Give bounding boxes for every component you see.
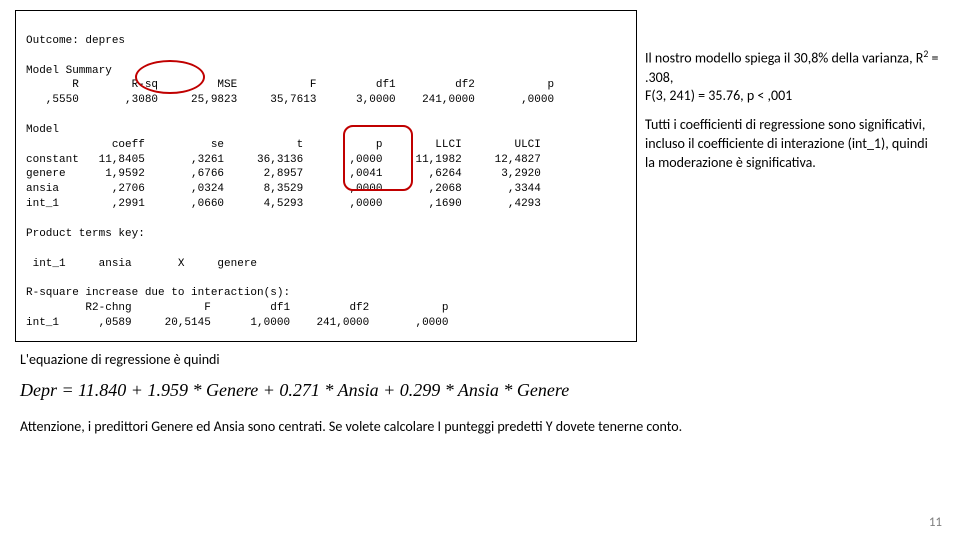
row-ansia: ansia ,2706 ,0324 8,3529 ,0000 ,2068 ,33…	[26, 183, 541, 195]
model-header: Model	[26, 124, 59, 136]
equation-text: Depr = 11.840 + 1.959 * Genere + 0.271 *…	[20, 380, 569, 400]
side-p1a: Il nostro modello spiega il 30,8% della …	[645, 50, 923, 67]
row-genere: genere 1,9592 ,6766 2,8957 ,0041 ,6264 3…	[26, 168, 541, 180]
side-p1c: F(3, 241) = 35.76, p < ,001	[645, 87, 792, 104]
rsq-increase-columns: R2-chng F df1 df2 p	[26, 302, 448, 314]
row-int1: int_1 ,2991 ,0660 4,5293 ,0000 ,1690 ,42…	[26, 198, 541, 210]
bottom-p1: L'equazione di regressione è quindi	[20, 350, 940, 370]
bottom-p2: Attenzione, i predittori Genere ed Ansia…	[20, 417, 940, 437]
side-p1: Il nostro modello spiega il 30,8% della …	[645, 48, 945, 106]
side-p2: Tutti i coefficienti di regressione sono…	[645, 116, 945, 173]
side-p2b: la moderazione è significativa.	[645, 154, 816, 171]
stats-output-box: Outcome: depres Model Summary R R-sq MSE…	[15, 10, 637, 342]
regression-equation: Depr = 11.840 + 1.959 * Genere + 0.271 *…	[20, 378, 940, 403]
model-summary-columns: R R-sq MSE F df1 df2 p	[26, 79, 554, 91]
page-number: 11	[929, 515, 942, 530]
bottom-section: L'equazione di regressione è quindi Depr…	[20, 350, 940, 444]
model-summary-values: ,5550 ,3080 25,9823 35,7613 3,0000 241,0…	[26, 94, 554, 106]
rsq-increase-values: int_1 ,0589 20,5145 1,0000 241,0000 ,000…	[26, 317, 448, 329]
product-terms-line: int_1 ansia X genere	[26, 258, 257, 270]
side-commentary: Il nostro modello spiega il 30,8% della …	[645, 48, 945, 183]
side-p2a: Tutti i coefficienti di regressione sono…	[645, 116, 928, 152]
model-columns: coeff se t p LLCI ULCI	[26, 139, 541, 151]
outcome-line: Outcome: depres	[26, 35, 125, 47]
row-constant: constant 11,8405 ,3261 36,3136 ,0000 11,…	[26, 154, 541, 166]
product-terms-key: Product terms key:	[26, 228, 145, 240]
rsq-increase-header: R-square increase due to interaction(s):	[26, 287, 290, 299]
model-summary-header: Model Summary	[26, 65, 112, 77]
